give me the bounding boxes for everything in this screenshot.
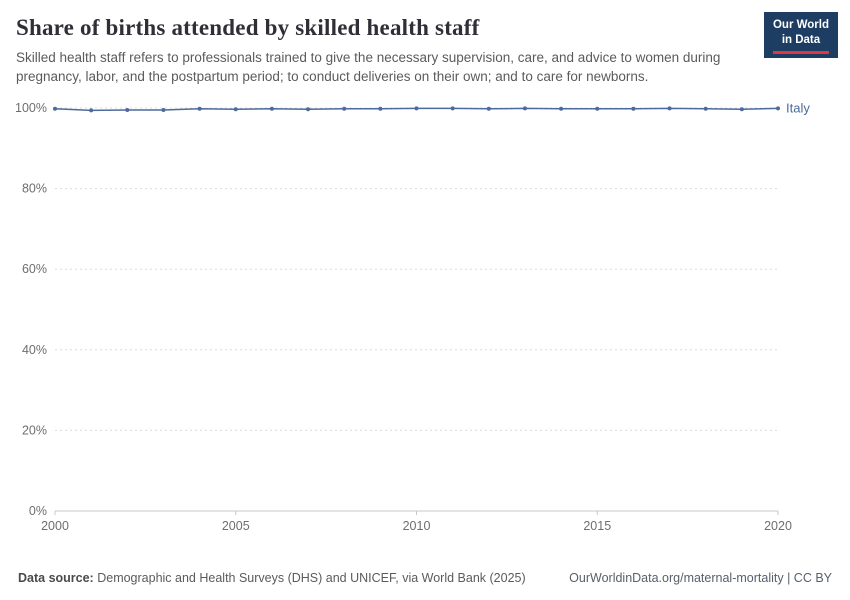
data-point[interactable] [233, 107, 238, 112]
x-tick-label: 2015 [583, 519, 611, 533]
chart-footer: Data source: Demographic and Health Surv… [0, 556, 850, 600]
data-point[interactable] [739, 107, 744, 112]
line-chart-canvas: 0% 20% 40% 60% 80% 100% 2000 2005 2010 2015 2020 It… [15, 100, 810, 533]
datasource-text: Demographic and Health Surveys (DHS) and… [97, 571, 526, 585]
data-point[interactable] [269, 106, 274, 111]
y-tick-label: 60% [22, 262, 47, 276]
y-tick-label: 100% [15, 101, 47, 115]
line-chart: 0% 20% 40% 60% 80% 100% 2000 2005 2010 2015 2020 It… [0, 94, 850, 537]
data-point[interactable] [595, 106, 600, 111]
data-point[interactable] [414, 106, 419, 111]
owid-logo-line2: in Data [781, 33, 821, 46]
x-tick-label: 2005 [222, 519, 250, 533]
data-point[interactable] [53, 106, 57, 111]
data-point[interactable] [89, 108, 94, 113]
data-point[interactable] [306, 107, 311, 112]
chart-subtitle: Skilled health staff refers to professio… [16, 49, 721, 84]
data-point[interactable] [522, 106, 527, 111]
data-point[interactable] [161, 107, 166, 112]
datasource-label: Data source: [18, 571, 94, 585]
data-point[interactable] [667, 106, 672, 111]
y-tick-label: 0% [29, 504, 47, 518]
x-tick-label: 2020 [764, 519, 792, 533]
data-point[interactable] [776, 106, 780, 111]
chart-header: Share of births attended by skilled heal… [0, 0, 850, 86]
y-tick-label: 40% [22, 343, 47, 357]
owid-logo: Our World in Data [763, 12, 838, 58]
data-point[interactable] [197, 106, 202, 111]
data-point[interactable] [703, 106, 708, 111]
data-point[interactable] [342, 106, 347, 111]
page-title: Share of births attended by skilled heal… [16, 15, 480, 40]
data-point[interactable] [125, 107, 130, 112]
x-tick-label: 2000 [41, 519, 69, 533]
data-point[interactable] [486, 106, 491, 111]
data-point[interactable] [450, 106, 455, 111]
data-point[interactable] [378, 106, 383, 111]
owid-logo-line1: Our World [772, 19, 829, 31]
datasource: Data source: Demographic and Health Surv… [18, 571, 526, 585]
y-tick-label: 20% [22, 423, 47, 437]
data-point[interactable] [559, 106, 564, 111]
series-end-label: Italy [786, 100, 810, 115]
x-tick-label: 2010 [403, 519, 431, 533]
footer-link[interactable]: OurWorldinData.org/maternal-mortality | … [569, 571, 832, 585]
data-point[interactable] [631, 106, 636, 111]
y-tick-label: 80% [22, 182, 47, 196]
owid-logo-red-bar [772, 50, 829, 54]
